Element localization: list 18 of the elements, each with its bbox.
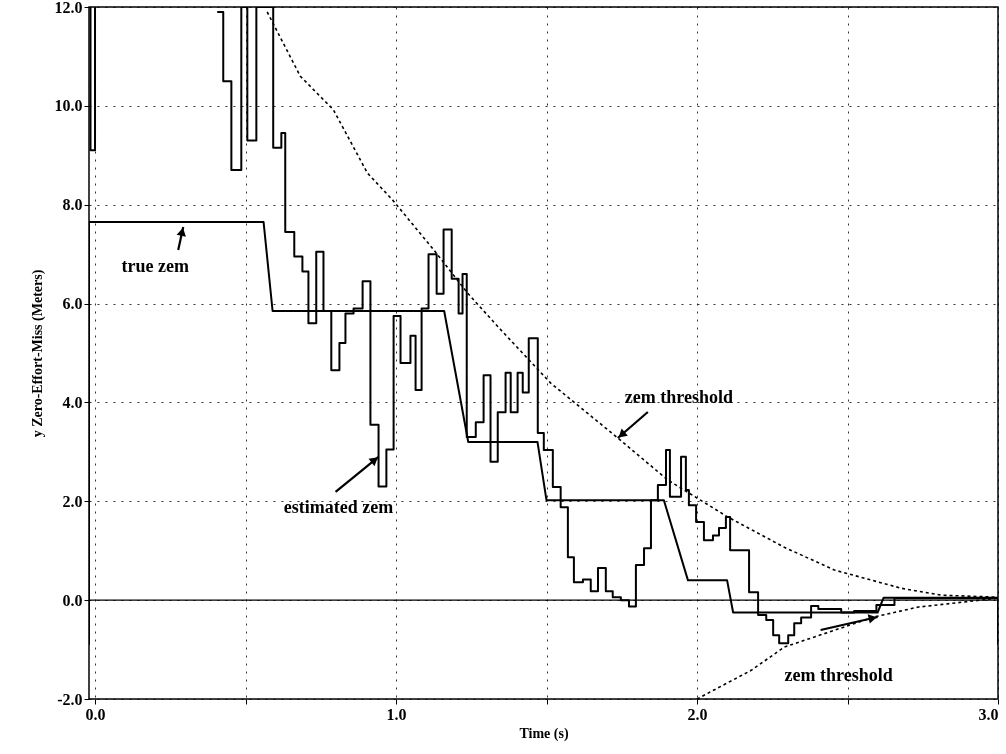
annotation: estimated zem — [283, 496, 394, 517]
annotation: zem threshold — [624, 387, 733, 408]
y-tick-label: 6.0 — [62, 295, 83, 313]
x-tick-label: 1.0 — [386, 705, 407, 723]
y-tick-label: 2.0 — [62, 492, 83, 510]
annotation: true zem — [121, 255, 189, 276]
y-tick-label: 10.0 — [54, 97, 83, 115]
y-tick-label: 4.0 — [62, 393, 83, 411]
x-tick-label: 2.0 — [687, 705, 708, 723]
y-tick-label: 12.0 — [54, 0, 83, 16]
x-axis-title: Time (s) — [519, 725, 569, 742]
x-tick-label: 0.0 — [85, 705, 106, 723]
y-tick-label: 0.0 — [62, 591, 83, 609]
y-axis-title: y Zero-Effort-Miss (Meters) — [29, 269, 46, 438]
y-tick-label: 8.0 — [62, 196, 83, 214]
y-tick-label: -2.0 — [57, 690, 83, 708]
annotation: zem threshold — [784, 664, 893, 685]
x-tick-label: 3.0 — [978, 705, 999, 723]
